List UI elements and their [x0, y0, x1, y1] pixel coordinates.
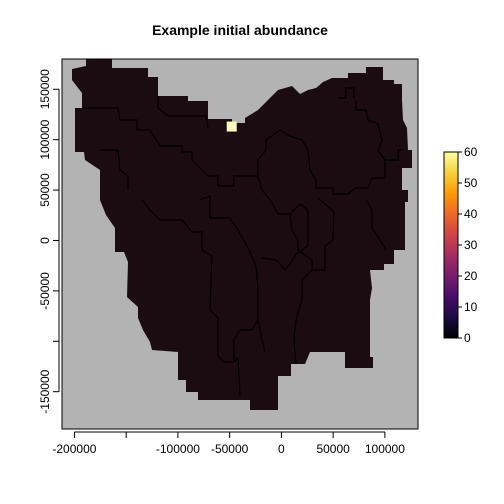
y-tick-label: 50000 [38, 173, 52, 207]
x-tick-label: 50000 [316, 442, 350, 456]
colorbar-tick-label: 30 [464, 238, 478, 252]
chart-title: Example initial abundance [152, 22, 328, 38]
colorbar-tick-label: 10 [464, 300, 478, 314]
colorbar-tick-label: 20 [464, 269, 478, 283]
colorbar-tick-label: 0 [464, 331, 471, 345]
x-tick-label: -100000 [156, 442, 200, 456]
colorbar-tick-label: 50 [464, 176, 478, 190]
colorbar-ticks: 0 10 20 30 40 50 60 [458, 145, 478, 345]
y-tick-label: 100000 [38, 119, 52, 159]
colorbar-tick-label: 40 [464, 207, 478, 221]
y-tick-label: 150000 [38, 69, 52, 109]
y-axis: -150000 -50000 0 50000 100000 150000 [38, 69, 59, 414]
x-tick-label: -50000 [211, 442, 249, 456]
y-tick-label: 0 [38, 237, 52, 244]
x-tick-label: 100000 [365, 442, 405, 456]
x-tick-label: -200000 [52, 442, 96, 456]
hotspot-cell [227, 122, 237, 132]
colorbar-legend: 0 10 20 30 40 50 60 [444, 145, 478, 345]
y-tick-label: -50000 [38, 272, 52, 310]
plot-area [62, 59, 418, 429]
colorbar-tick-label: 60 [464, 145, 478, 159]
x-axis: -200000 -100000 -50000 0 50000 100000 [52, 432, 405, 456]
x-tick-label: 0 [278, 442, 285, 456]
colorbar-gradient [444, 152, 458, 338]
y-tick-label: -150000 [38, 369, 52, 413]
